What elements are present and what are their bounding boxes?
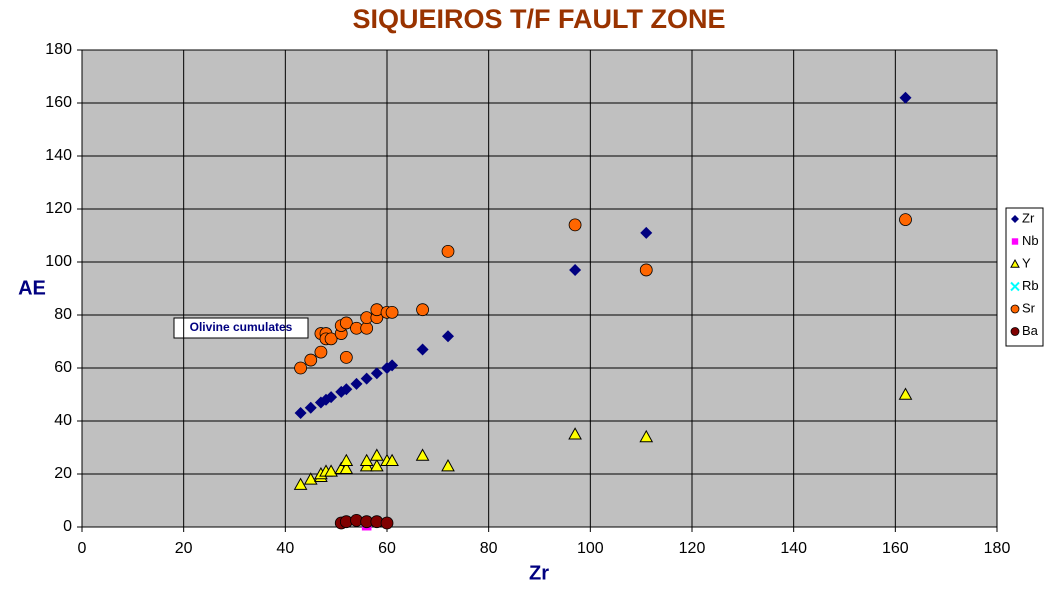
point (899, 91, 912, 104)
legend-marker (1011, 238, 1019, 245)
annotation: Olivine cumulates (190, 320, 293, 334)
point (898, 387, 913, 400)
point (442, 330, 454, 343)
point (303, 472, 318, 485)
point (370, 367, 383, 380)
point (294, 361, 307, 375)
x-tick-label: 0 (78, 540, 87, 557)
point (294, 407, 307, 420)
point (324, 332, 338, 346)
legend-label: Y (1022, 255, 1031, 270)
y-tick-label: 140 (45, 147, 72, 164)
plot-area (81, 49, 998, 528)
point (639, 263, 653, 277)
x-tick-label: 120 (679, 540, 706, 557)
point (639, 429, 654, 443)
point (441, 244, 455, 258)
point (416, 343, 429, 356)
point (304, 353, 318, 367)
chart-title: SIQUEIROS T/F FAULT ZONE (352, 4, 725, 34)
legend-marker (1010, 327, 1020, 336)
point (385, 453, 399, 467)
point (386, 359, 399, 372)
point (415, 448, 430, 461)
point (339, 350, 353, 364)
x-tick-label: 100 (577, 540, 604, 557)
point (441, 459, 455, 472)
legend-label: Zr (1022, 210, 1035, 225)
x-tick-label: 160 (882, 540, 909, 557)
legend-marker (1010, 304, 1020, 314)
x-tick-label: 80 (480, 540, 498, 557)
point (339, 461, 354, 474)
point (340, 383, 353, 396)
point (339, 453, 354, 467)
point (569, 263, 582, 276)
point (359, 453, 374, 467)
point (360, 372, 373, 385)
point (416, 303, 429, 317)
point (304, 401, 317, 414)
x-tick-label: 40 (276, 540, 294, 557)
x-tick-label: 60 (378, 540, 396, 557)
x-axis-title: Zr (529, 562, 549, 584)
y-tick-label: 180 (45, 41, 72, 58)
y-tick-label: 0 (63, 518, 72, 535)
point (369, 459, 384, 472)
point (568, 218, 582, 232)
point (640, 226, 653, 239)
point (314, 345, 328, 359)
point (293, 477, 308, 490)
point (568, 427, 582, 440)
x-tick-label: 140 (780, 540, 807, 557)
legend-label: Sr (1022, 300, 1036, 315)
y-tick-label: 40 (54, 412, 72, 429)
y-tick-label: 80 (54, 306, 72, 323)
point (899, 213, 912, 227)
legend-label: Nb (1022, 233, 1039, 248)
legend-marker (1010, 258, 1020, 268)
y-axis-title: AE (18, 277, 46, 299)
legend-marker (1011, 215, 1019, 223)
point (369, 448, 384, 461)
x-tick-label: 20 (175, 540, 193, 557)
y-tick-label: 60 (54, 359, 72, 376)
legend-label: Ba (1022, 323, 1039, 338)
point (380, 516, 394, 530)
y-tick-label: 100 (45, 253, 72, 270)
legend (1005, 207, 1044, 347)
point (339, 316, 353, 330)
annotation-box (173, 317, 309, 339)
point (324, 464, 338, 477)
legend-marker (1010, 281, 1020, 292)
y-tick-label: 20 (54, 465, 72, 482)
x-tick-label: 180 (984, 540, 1011, 557)
y-tick-label: 160 (45, 94, 72, 111)
point (325, 391, 338, 404)
y-tick-label: 120 (45, 200, 72, 217)
point (350, 377, 363, 390)
legend-label: Rb (1022, 278, 1039, 293)
point (385, 305, 399, 319)
